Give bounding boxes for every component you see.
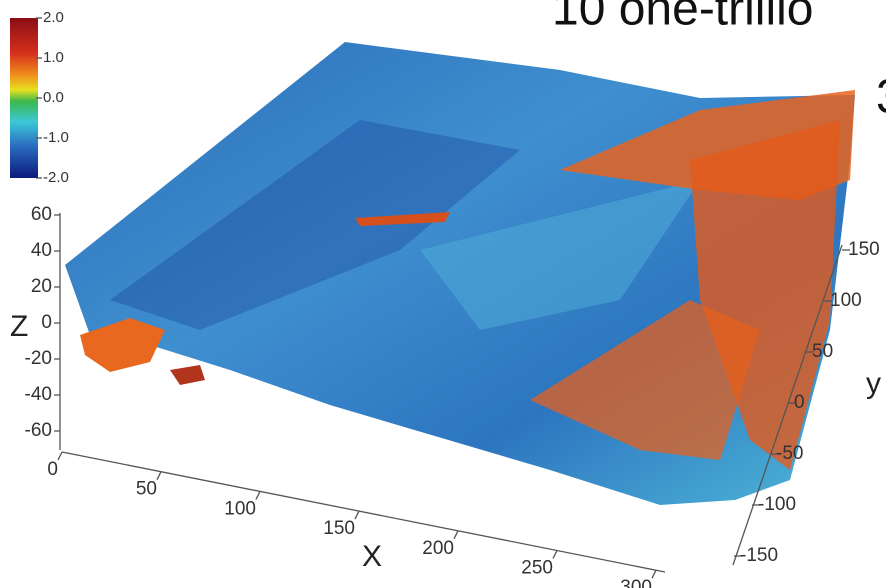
x-tick-label: 0 xyxy=(47,459,58,480)
z-tick-label: -20 xyxy=(25,348,52,369)
y-axis-label: y xyxy=(866,367,881,400)
x-tick xyxy=(552,550,558,559)
y-tick-label: -50 xyxy=(776,443,803,464)
z-tick-label: 60 xyxy=(31,204,52,225)
y-tick-label: 150 xyxy=(848,239,880,260)
colorbar-tick-label: 0.0 xyxy=(43,89,64,106)
z-tick-label: -40 xyxy=(25,384,52,405)
x-tick xyxy=(156,471,162,480)
x-axis xyxy=(61,451,666,573)
y-tick-label: -100 xyxy=(758,494,796,515)
colorbar-tick-label: -1.0 xyxy=(43,129,69,146)
z-axis-label: Z xyxy=(10,310,28,343)
x-tick-label: 250 xyxy=(521,558,553,579)
x-tick xyxy=(651,569,657,579)
x-tick xyxy=(255,491,261,500)
x-tick-label: 200 xyxy=(422,538,454,559)
y-tick-label: 0 xyxy=(794,392,805,413)
x-tick-label: 300 xyxy=(620,577,652,588)
colorbar-tick-label: -2.0 xyxy=(43,169,69,186)
y-axis xyxy=(732,244,843,566)
colorbar-tick-label: 2.0 xyxy=(43,9,64,26)
z-tick-label: -60 xyxy=(25,420,52,441)
colorbar-tick-label: 1.0 xyxy=(43,49,64,66)
z-tick-label: 40 xyxy=(31,240,52,261)
z-tick-label: 0 xyxy=(41,312,52,333)
colorbar xyxy=(10,18,38,178)
y-tick-label: 50 xyxy=(812,341,833,362)
y-tick-label: -150 xyxy=(740,545,778,566)
surface xyxy=(65,42,855,505)
x-tick-label: 150 xyxy=(323,518,355,539)
x-axis-label: X xyxy=(362,540,382,573)
x-tick xyxy=(57,451,63,461)
x-tick-label: 50 xyxy=(136,479,157,500)
x-tick xyxy=(453,530,459,540)
title-fragment: 10 one-trillio xyxy=(552,0,813,36)
y-tick-label: 100 xyxy=(830,290,862,311)
title-fragment: 3 xyxy=(876,71,886,124)
x-tick xyxy=(354,510,360,520)
z-tick-label: 20 xyxy=(31,276,52,297)
x-tick-label: 100 xyxy=(224,498,256,519)
